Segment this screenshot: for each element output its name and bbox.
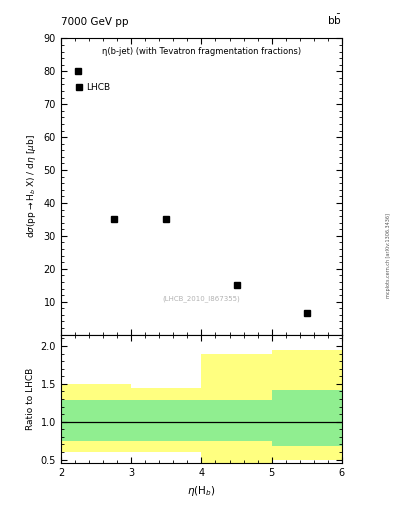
LHCB — [111, 217, 116, 223]
LHCB — [234, 282, 239, 288]
Text: 7000 GeV pp: 7000 GeV pp — [61, 16, 129, 27]
Line: LHCB: LHCB — [75, 68, 310, 316]
Text: mcplots.cern.ch [arXiv:1306.3436]: mcplots.cern.ch [arXiv:1306.3436] — [386, 214, 391, 298]
Text: η(b-jet) (with Tevatron fragmentation fractions): η(b-jet) (with Tevatron fragmentation fr… — [102, 47, 301, 56]
Y-axis label: Ratio to LHCB: Ratio to LHCB — [26, 368, 35, 430]
LHCB — [76, 68, 81, 74]
Text: (LHCB_2010_I867355): (LHCB_2010_I867355) — [163, 295, 240, 303]
LHCB — [305, 310, 309, 316]
LHCB — [164, 217, 169, 223]
Y-axis label: d$\sigma$(pp$\rightarrow$H$_b$ X) / d$\eta$ [$\mu$b]: d$\sigma$(pp$\rightarrow$H$_b$ X) / d$\e… — [25, 135, 38, 239]
Legend: LHCB: LHCB — [71, 78, 115, 96]
X-axis label: $\eta$(H$_b$): $\eta$(H$_b$) — [187, 484, 216, 498]
Text: b$\bar{\mathrm{b}}$: b$\bar{\mathrm{b}}$ — [327, 12, 342, 27]
